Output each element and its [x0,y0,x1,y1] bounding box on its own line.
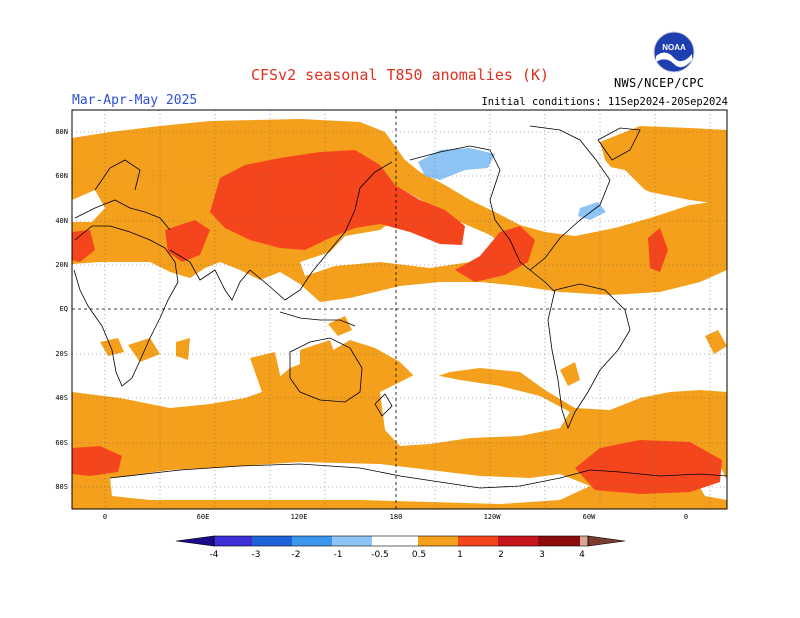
colorbar-swatch-2 [498,536,538,546]
noaa-logo-text: NOAA [662,43,686,52]
map-field [72,110,727,509]
colorbar-swatch-minus4 [214,536,252,546]
region-canada-cool [418,148,495,180]
gridlines [72,110,727,509]
colorbar-swatch-neutral [372,536,418,546]
lat-labels: 80N 60N 40N 20N EQ 20S 40S 60S 80S [55,128,68,491]
colorbar-label-minus1: -1 [334,550,343,560]
lon-label-60e: 60E [197,513,210,521]
lon-label-120w: 120W [484,513,502,521]
region-arabia-core [648,228,668,272]
colorbar: -4 -3 -2 -1 -0.5 0.5 1 2 3 4 [175,535,626,560]
chart-title: CFSv2 seasonal T850 anomalies (K) [250,66,549,84]
colorbar-label-3: 3 [539,550,545,560]
reference-lines [72,110,727,509]
region-east-asia-core [210,150,465,250]
lon-label-60w: 60W [583,513,596,521]
lon-label-0: 0 [103,513,107,521]
lon-labels: 0 60E 120E 180 120W 60W 0 [103,513,688,521]
region-mexico-core [455,226,535,282]
colorbar-swatch-0p5 [418,536,458,546]
lat-label-20n: 20N [55,261,68,269]
coast-central-america [529,269,556,293]
lat-label-40n: 40N [55,217,68,225]
colorbar-label-4: 4 [579,550,585,560]
lat-label-20s: 20S [55,350,68,358]
region-south-atlantic-core [72,446,122,476]
colorbar-label-minus4: -4 [210,550,219,560]
colorbar-swatch-above-4 [588,536,625,546]
agency-label: NWS/NCEP/CPC [614,76,705,90]
colorbar-swatch-3 [538,536,580,546]
coast-antarctica [109,463,727,489]
lon-label-0-right: 0 [684,513,688,521]
initial-conditions-label: Initial conditions: 11Sep2024-20Sep2024 [481,96,728,108]
colorbar-swatch-below-minus4 [176,536,214,546]
colorbar-swatch-minus3 [252,536,292,546]
lon-label-120e: 120E [291,513,308,521]
coast-scandinavia [94,159,141,191]
colorbar-swatch-minus1 [332,536,372,546]
region-antarctic-core [575,440,722,494]
lat-label-40s: 40S [55,394,68,402]
season-label: Mar-Apr-May 2025 [72,93,198,108]
colorbar-swatch-4 [580,536,588,546]
colorbar-label-1: 1 [457,550,463,560]
lat-label-80n: 80N [55,128,68,136]
coast-africa [73,225,179,387]
lat-label-60n: 60N [55,172,68,180]
lon-label-180: 180 [390,513,403,521]
coast-south-america [547,283,631,430]
lat-label-80s: 80S [55,483,68,491]
coast-europe [74,199,171,231]
colorbar-swatch-minus2 [292,536,332,546]
lat-label-eq: EQ [60,305,68,313]
colorbar-label-minus0p5: -0.5 [371,550,389,560]
coast-greenland [597,127,641,161]
map-frame [71,109,728,510]
noaa-logo: NOAA [653,31,695,73]
region-europe-core [165,220,210,262]
colorbar-label-minus3: -3 [252,550,261,560]
coast-indonesia [279,311,356,327]
colorbar-label-minus2: -2 [292,550,301,560]
lat-label-60s: 60S [55,439,68,447]
coast-australia [289,337,363,403]
coast-new-zealand [374,393,393,417]
colorbar-swatch-1 [458,536,498,546]
colorbar-label-0p5: 0.5 [412,550,426,560]
coastlines [73,125,727,489]
colorbar-label-2: 2 [498,550,504,560]
coast-arabia-india [169,249,251,301]
coast-east-asia [249,161,393,301]
